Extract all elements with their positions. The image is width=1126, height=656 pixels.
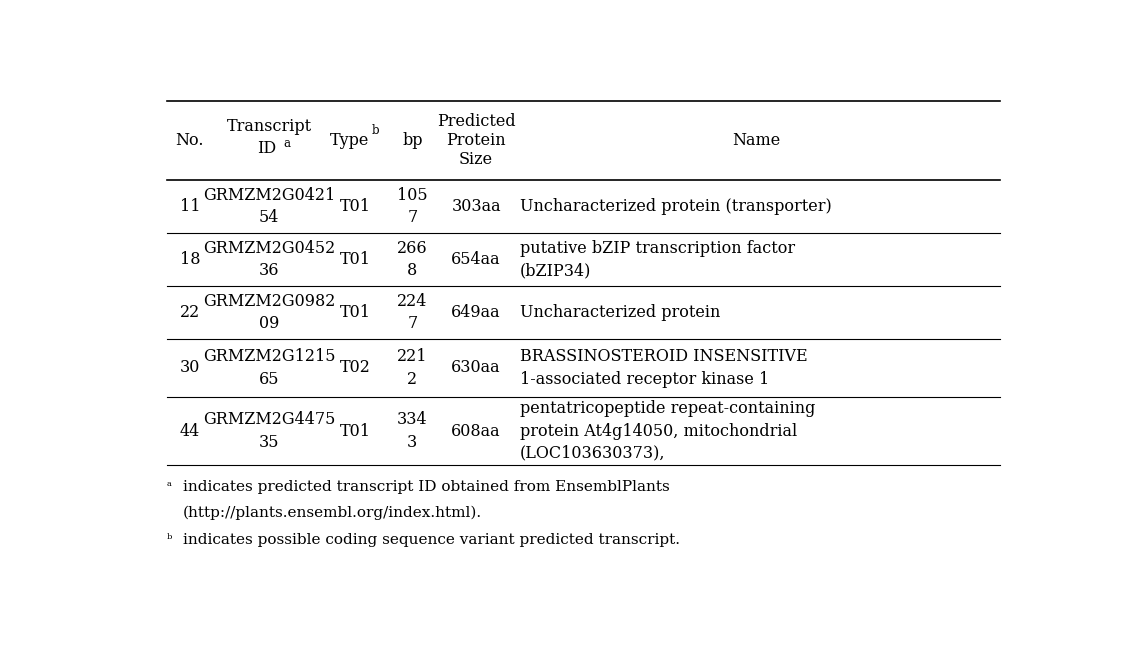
Text: 221
2: 221 2 [397,348,428,388]
Text: a: a [283,136,291,150]
Text: 18: 18 [180,251,200,268]
Text: bp: bp [402,132,422,149]
Text: Name: Name [732,132,780,149]
Text: 11: 11 [180,197,200,215]
Text: ID: ID [257,140,276,157]
Text: 649aa: 649aa [452,304,501,321]
Text: b: b [372,124,379,137]
Text: Type: Type [330,132,369,149]
Text: Uncharacterized protein (transporter): Uncharacterized protein (transporter) [520,197,831,215]
Text: GRMZM2G1215
65: GRMZM2G1215 65 [203,348,336,388]
Text: Protein: Protein [446,132,506,149]
Text: T01: T01 [340,251,370,268]
Text: BRASSINOSTEROID INSENSITIVE
1-associated receptor kinase 1: BRASSINOSTEROID INSENSITIVE 1-associated… [520,348,807,388]
Text: Predicted: Predicted [437,113,516,130]
Text: T02: T02 [340,359,370,377]
Text: 608aa: 608aa [452,422,501,440]
Text: T01: T01 [340,422,370,440]
Text: T01: T01 [340,304,370,321]
Text: putative bZIP transcription factor
(bZIP34): putative bZIP transcription factor (bZIP… [520,239,795,279]
Text: Transcript: Transcript [226,118,312,135]
Text: 30: 30 [180,359,200,377]
Text: 334
3: 334 3 [397,411,428,451]
Text: GRMZM2G0982
09: GRMZM2G0982 09 [203,293,336,332]
Text: Uncharacterized protein: Uncharacterized protein [520,304,721,321]
Text: GRMZM2G0421
54: GRMZM2G0421 54 [203,187,336,226]
Text: 105
7: 105 7 [397,187,428,226]
Text: (http://plants.ensembl.org/index.html).: (http://plants.ensembl.org/index.html). [182,506,482,520]
Text: 22: 22 [180,304,200,321]
Text: ᵇ: ᵇ [167,533,172,546]
Text: No.: No. [176,132,204,149]
Text: 630aa: 630aa [452,359,501,377]
Text: indicates predicted transcript ID obtained from EnsemblPlants: indicates predicted transcript ID obtain… [182,480,669,494]
Text: pentatricopeptide repeat-containing
protein At4g14050, mitochondrial
(LOC1036303: pentatricopeptide repeat-containing prot… [520,400,815,462]
Text: 224
7: 224 7 [397,293,428,332]
Text: Size: Size [459,152,493,169]
Text: GRMZM2G4475
35: GRMZM2G4475 35 [203,411,336,451]
Text: indicates possible coding sequence variant predicted transcript.: indicates possible coding sequence varia… [182,533,680,547]
Text: ᵃ: ᵃ [167,480,172,493]
Text: 266
8: 266 8 [397,239,428,279]
Text: T01: T01 [340,197,370,215]
Text: 44: 44 [180,422,200,440]
Text: 654aa: 654aa [452,251,501,268]
Text: 303aa: 303aa [452,197,501,215]
Text: GRMZM2G0452
36: GRMZM2G0452 36 [203,239,336,279]
